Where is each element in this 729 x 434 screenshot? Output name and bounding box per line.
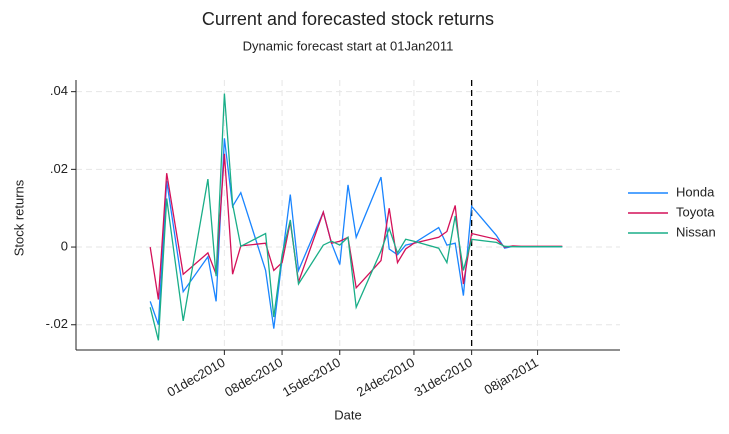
y-tick-label: -.02: [46, 316, 68, 331]
series-line: [149, 93, 563, 341]
chart-title: Current and forecasted stock returns: [202, 9, 494, 29]
chart-subtitle: Dynamic forecast start at 01Jan2011: [243, 38, 454, 53]
series-line: [149, 153, 563, 300]
legend-label: Toyota: [676, 204, 715, 219]
legend-label: Nissan: [676, 224, 716, 239]
legend-label: Honda: [676, 184, 715, 199]
y-axis-label: Stock returns: [11, 179, 26, 256]
y-tick-label: 0: [61, 238, 68, 253]
y-tick-label: .02: [50, 161, 68, 176]
x-axis-label: Date: [334, 407, 361, 422]
y-tick-label: .04: [50, 83, 68, 98]
